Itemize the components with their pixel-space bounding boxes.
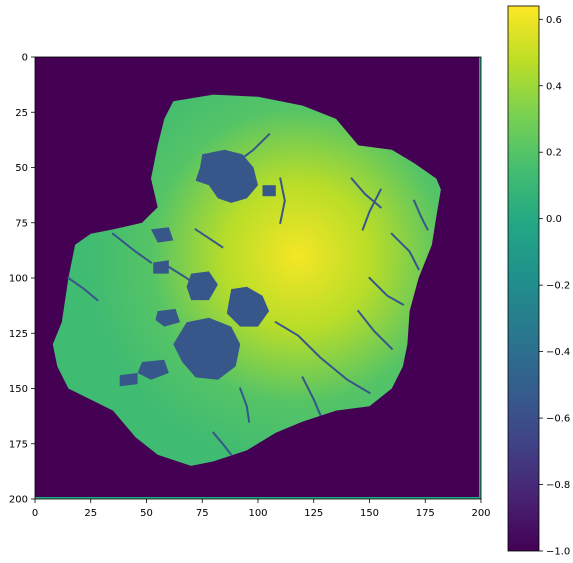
x-tick-label: 50 [140,508,153,519]
x-tick-label: 150 [360,508,379,519]
x-tick-label: 100 [248,508,267,519]
colorbar-tick-label: 0.6 [546,15,562,26]
x-tick-label: 75 [196,508,209,519]
colorbar-tick-label: −0.6 [546,414,570,425]
x-tick-label: 25 [84,508,97,519]
river-6 [356,309,394,351]
lake-8 [153,260,169,274]
river-2 [390,232,420,271]
edge-strip-bottom [35,497,481,499]
river-3 [361,188,383,231]
y-tick-label: 100 [9,274,28,285]
colorbar-tick-label: 0.2 [546,148,562,159]
heatmap-image [34,56,482,500]
x-axis: 0 25 50 75 100 125 150 175 200 [32,499,491,519]
lake-3 [186,271,218,301]
x-tick-label: 0 [32,508,38,519]
y-axis: 0 25 50 75 100 125 150 175 200 [9,53,35,506]
x-tick-label: 175 [416,508,435,519]
river-14 [194,228,224,249]
lake-2 [226,286,270,327]
lake-6 [119,373,138,387]
river-1 [234,132,271,165]
river-5 [412,199,429,231]
y-tick-label: 175 [9,439,28,450]
colorbar-tick-label: 0.0 [546,214,562,225]
river-4 [350,177,383,209]
river-8 [279,177,286,224]
river-7 [368,276,405,306]
y-tick-label: 25 [15,108,28,119]
river-0 [274,320,371,395]
y-tick-label: 50 [15,163,28,174]
lake-4 [137,359,169,380]
river-13 [211,431,233,457]
colorbar-gradient [507,5,540,552]
lake-0 [195,149,258,203]
y-tick-label: 75 [15,218,28,229]
y-tick-label: 125 [9,329,28,340]
colorbar-tick-label: 0.4 [546,81,562,92]
y-tick-label: 150 [9,384,28,395]
y-tick-label: 0 [22,53,28,64]
colorbar-tick-label: −0.8 [546,480,570,491]
edge-strip-right [479,57,481,499]
y-tick-label: 200 [9,495,28,506]
river-15 [238,387,251,423]
lake-7 [151,227,174,243]
colorbar-tick-label: −0.4 [546,347,570,358]
lake-1 [173,317,241,380]
river-11 [67,276,99,302]
lake-5 [155,308,180,327]
colorbar-tick-label: −1.0 [546,547,570,558]
river-10 [111,232,153,264]
colorbar-tick-label: −0.2 [546,281,570,292]
x-tick-label: 200 [471,508,490,519]
lake-9 [262,185,276,197]
x-tick-label: 125 [304,508,323,519]
colorbar: 0.6 0.4 0.2 0.0 −0.2 −0.4 −0.6 −0.8 −1.0 [507,5,570,558]
river-12 [301,376,322,417]
river-9 [167,265,204,293]
